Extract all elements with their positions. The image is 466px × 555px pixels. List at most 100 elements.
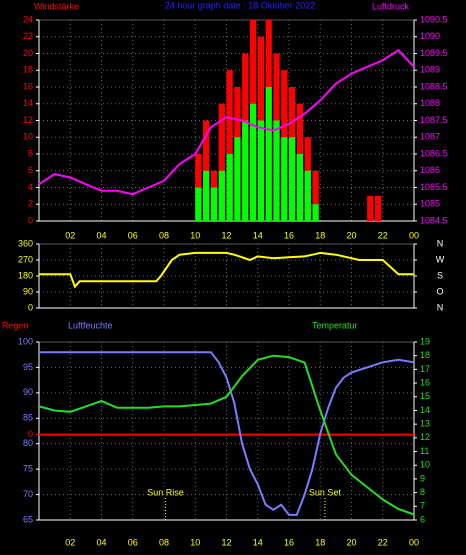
y2-tick-label: 1086: [420, 165, 440, 175]
y-tick-label: 270: [18, 254, 33, 264]
y-tick-label: 14: [23, 98, 33, 108]
y-tick-label: 75: [23, 464, 33, 474]
x-tick-label: 02: [65, 537, 75, 547]
temperature-label: Temperatur: [312, 320, 358, 330]
x-tick-label: 00: [409, 537, 419, 547]
y-tick-label: 95: [23, 362, 33, 372]
x-tick-label: 04: [96, 230, 106, 240]
y2-tick-label: 9: [420, 473, 425, 483]
wind-bar: [195, 187, 202, 221]
y2-tick-label: 12: [420, 432, 430, 442]
y2-tick-label: 7: [420, 501, 425, 511]
annotation: Sun Rise: [147, 487, 184, 497]
x-tick-label: 12: [221, 537, 231, 547]
wind-bar: [218, 170, 225, 221]
x-tick-label: 22: [378, 230, 388, 240]
y2-tick-label: W: [436, 254, 445, 264]
x-tick-label: 12: [221, 230, 231, 240]
y-tick-label: 4: [28, 182, 33, 192]
y-tick-label: 8: [28, 148, 33, 158]
y2-tick-label: 1085.5: [420, 182, 448, 192]
y2-tick-label: O: [436, 286, 443, 296]
x-tick-label: 16: [284, 537, 294, 547]
y2-tick-label: 1089: [420, 65, 440, 75]
y2-tick-label: S: [437, 270, 443, 280]
wind-bar: [218, 103, 225, 221]
y2-tick-label: 8: [420, 487, 425, 497]
y-tick-label: 10: [23, 132, 33, 142]
y-tick-label: 65: [23, 514, 33, 524]
y-tick-label: 22: [23, 31, 33, 41]
wind-bar: [203, 170, 210, 221]
y-tick-label: 360: [18, 238, 33, 248]
y2-tick-label: N: [437, 302, 444, 312]
x-tick-label: 10: [190, 537, 200, 547]
wind-bar: [374, 195, 382, 221]
y-tick-label: 12: [23, 115, 33, 125]
y-tick-label: 20: [23, 48, 33, 58]
wind-bar: [289, 137, 296, 221]
y-tick-label: 80: [23, 438, 33, 448]
x-tick-label: 02: [65, 230, 75, 240]
x-tick-label: 08: [159, 537, 169, 547]
wind-bar: [312, 204, 319, 221]
rain-label: Regen: [2, 320, 29, 330]
x-tick-label: 14: [253, 230, 263, 240]
x-tick-label: 20: [346, 537, 356, 547]
y2-tick-label: 14: [420, 405, 430, 415]
y2-tick-label: 1087.5: [420, 115, 448, 125]
y2-tick-label: 1084.5: [420, 215, 448, 225]
y-tick-label: 2: [28, 199, 33, 209]
y-tick-label: 180: [18, 270, 33, 280]
series-line: [39, 251, 414, 289]
wind-label: Windstärke: [34, 1, 79, 11]
y2-tick-label: 19: [420, 336, 430, 346]
x-tick-label: 04: [96, 537, 106, 547]
x-tick-label: 06: [128, 537, 138, 547]
x-tick-label: 22: [378, 537, 388, 547]
wind-bar: [296, 154, 304, 221]
wind-bar: [367, 195, 374, 221]
x-tick-label: 20: [346, 230, 356, 240]
pressure-label: Luftdruck: [372, 1, 410, 11]
chart-title: 24 hour graph date : 18 Oktober 2022: [165, 0, 316, 10]
x-tick-label: 18: [315, 230, 325, 240]
y2-tick-label: 1085: [420, 199, 440, 209]
y-tick-label: 16: [23, 81, 33, 91]
series-line: [38, 354, 415, 516]
series-line: [38, 48, 415, 196]
x-tick-label: 00: [409, 230, 419, 240]
x-tick-label: 16: [284, 230, 294, 240]
wind-bar: [273, 120, 280, 221]
y-tick-label: 100: [18, 336, 33, 346]
x-tick-label: 10: [190, 230, 200, 240]
y2-tick-label: 17: [420, 364, 430, 374]
humidity-label: Luftfeuchte: [68, 320, 113, 330]
wind-bar: [234, 137, 241, 221]
annotation: Sun Set: [309, 487, 342, 497]
y-tick-label: 70: [23, 489, 33, 499]
y2-tick-label: 13: [420, 419, 430, 429]
x-tick-label: 06: [128, 230, 138, 240]
y2-tick-label: N: [437, 238, 444, 248]
y-tick-label: 0: [28, 215, 33, 225]
y-tick-label: 24: [23, 14, 33, 24]
y2-tick-label: 11: [420, 446, 429, 456]
y2-tick-label: 18: [420, 350, 430, 360]
x-tick-label: 08: [159, 230, 169, 240]
series-line: [39, 351, 415, 516]
y2-tick-label: 10: [420, 460, 430, 470]
y-tick-label: 85: [23, 413, 33, 423]
x-tick-label: 14: [253, 537, 263, 547]
y-tick-label: 90: [23, 387, 33, 397]
y-tick-label: 6: [28, 165, 33, 175]
y2-tick-label: 1090: [420, 31, 440, 41]
y2-tick-label: 1086.5: [420, 148, 448, 158]
y-tick-label: 0: [28, 302, 33, 312]
y2-tick-label: 1089.5: [420, 48, 448, 58]
wind-bar: [226, 154, 233, 221]
y2-tick-label: 6: [420, 514, 425, 524]
wind-bar: [226, 70, 233, 221]
